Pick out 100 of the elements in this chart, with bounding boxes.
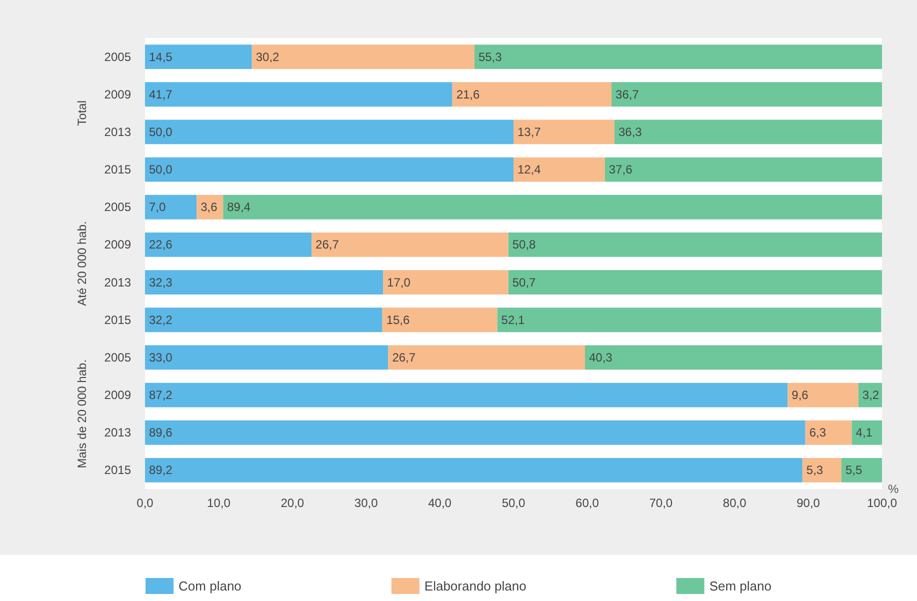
bar [196,194,224,220]
x-axis-title: % [888,482,899,496]
data-label: 36,3 [618,124,642,139]
data-label: 3,2 [862,388,880,402]
bar [612,82,882,107]
x-tick-label: 90,0 [796,496,820,510]
y-tick-label: 2015 [104,312,132,327]
y-tick-label: 2005 [104,350,132,364]
x-tick-label: 30,0 [354,496,378,510]
data-label: 6,3 [809,426,826,440]
y-tick-label: 2009 [104,388,132,402]
bar [312,232,508,257]
x-tick-label: 80,0 [722,496,747,510]
y-tick-label: 2013 [104,275,132,290]
text: Total [75,100,89,126]
data-label: 32,2 [149,312,173,327]
data-label: 33,0 [149,350,173,364]
data-label: 50,0 [149,162,173,177]
bar [584,345,882,370]
data-label: 89,2 [149,463,173,478]
data-label: 3,6 [200,200,218,214]
legend-label: Sem plano [709,578,772,594]
data-label: 7,0 [149,200,166,214]
bar [145,270,384,295]
bar [514,157,605,182]
bar [508,232,882,257]
data-label: 21,6 [456,87,480,102]
data-label: 32,3 [149,275,173,290]
x-tick-label: 50,0 [502,496,526,510]
data-label: 14,5 [149,50,173,64]
bar [145,157,514,182]
bar [145,420,806,445]
x-tick-label: 10,0 [207,496,231,510]
y-tick-label: 2009 [104,87,132,102]
y-tick-label: 2015 [104,463,132,478]
text: Mais de 20 000 hab. [75,359,89,468]
bar [802,458,842,482]
data-label: 40,3 [588,350,613,364]
data-label: 9,6 [792,388,809,402]
x-tick-label: 100,0 [866,496,898,510]
bar [805,420,852,445]
bar [145,194,197,220]
x-tick-label: 40,0 [428,496,452,510]
bar [145,44,252,70]
bar [388,345,585,370]
bar [223,194,882,220]
data-label: 12,4 [518,162,542,177]
y-tick-label: 2015 [104,162,132,177]
bar [145,308,382,332]
bar [452,82,612,107]
bar [788,382,858,408]
data-label: 55,3 [478,50,502,64]
data-label: 17,0 [387,275,411,290]
legend-label: Com plano [178,578,242,594]
x-tick-label: 60,0 [576,496,600,510]
y-tick-label: 2005 [104,200,132,214]
bar [145,82,452,107]
bar [145,382,788,408]
data-label: 5,5 [845,463,862,478]
data-label: 26,7 [392,350,416,364]
data-label: 89,4 [227,200,251,214]
bar [508,270,882,295]
data-label: 50,8 [512,238,536,252]
data-label: 50,0 [149,124,173,139]
data-label: 26,7 [316,238,340,252]
bar [497,308,882,332]
data-label: 41,7 [149,87,173,102]
y-tick-label: 2013 [104,426,132,440]
data-label: 36,7 [616,87,640,102]
x-tick-label: 70,0 [649,496,673,510]
x-tick-label: 20,0 [280,496,304,510]
bar [145,232,312,257]
bar [514,120,614,144]
y-tick-label: 2013 [104,124,132,139]
data-label: 4,1 [856,426,873,440]
data-label: 15,6 [386,312,410,327]
y-tick-label: 2005 [104,50,132,64]
y-tick-label: 2009 [104,238,132,252]
data-label: 50,7 [512,275,536,290]
bar [474,44,882,70]
bar [145,458,802,482]
data-label: 37,6 [608,162,633,177]
bar [145,120,514,144]
x-tick-label: 0,0 [136,496,154,510]
bar [382,308,498,332]
bar [604,157,882,182]
bar [383,270,508,295]
legend-label: Elaborando plano [424,578,526,594]
text: Até 20 000 hab. [75,221,89,306]
bar [852,420,882,445]
bar [614,120,882,144]
data-label: 5,3 [806,463,824,478]
data-label: 30,2 [256,50,280,64]
bar [252,44,474,70]
data-label: 87,2 [149,388,173,402]
bar [145,345,388,370]
data-label: 13,7 [518,124,542,139]
data-label: 22,6 [149,238,173,252]
bar [841,458,882,482]
data-label: 89,6 [149,426,173,440]
